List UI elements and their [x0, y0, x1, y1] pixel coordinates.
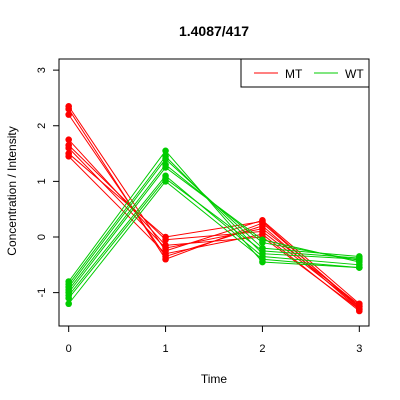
data-point-wt	[162, 178, 169, 185]
plot-frame	[58, 58, 370, 327]
x-tick-label: 1	[163, 343, 169, 355]
data-point-mt	[162, 244, 169, 252]
legend-label-mt: MT	[285, 67, 303, 81]
series-line-wt	[68, 155, 360, 285]
data-point-mt	[162, 233, 169, 241]
series-mt	[65, 153, 363, 315]
data-point-mt	[259, 218, 266, 225]
data-point-wt	[162, 147, 169, 155]
data-point-mt	[259, 225, 266, 232]
y-tick-label: -1	[36, 288, 48, 298]
data-point-wt	[259, 255, 266, 263]
data-point-mt	[356, 307, 363, 315]
x-tick-label: 0	[66, 343, 72, 355]
data-point-wt	[162, 155, 169, 163]
y-tick-label: 1	[36, 178, 48, 184]
y-axis-label: Concentration / Intensity	[5, 126, 19, 255]
y-tick-label: 3	[36, 67, 48, 73]
data-point-mt	[65, 111, 72, 118]
data-point-mt	[65, 105, 72, 113]
legend-label-wt: WT	[345, 67, 364, 81]
series-line-wt	[68, 180, 360, 305]
y-tick-label: 0	[36, 234, 48, 240]
x-tick-label: 2	[259, 343, 265, 355]
data-point-mt	[65, 136, 72, 143]
series-line-wt	[68, 149, 360, 282]
data-point-wt	[356, 254, 363, 262]
data-point-wt	[65, 294, 72, 302]
data-point-wt	[259, 247, 266, 255]
y-tick-label: 2	[36, 123, 48, 129]
series-layer	[65, 102, 363, 315]
x-axis-label: Time	[201, 372, 228, 386]
data-point-wt	[356, 264, 363, 271]
series-mt	[65, 144, 363, 309]
legend: MT WT	[240, 58, 370, 88]
data-point-mt	[162, 250, 169, 257]
data-point-wt	[65, 300, 72, 308]
data-point-mt	[259, 230, 266, 238]
series-line-wt	[68, 175, 360, 296]
data-point-wt	[162, 164, 169, 171]
chart-title: 1.4087/417	[179, 23, 249, 39]
data-point-mt	[65, 153, 72, 160]
series-line-wt	[68, 177, 360, 299]
x-tick-label: 3	[356, 343, 362, 355]
series-line-mt	[68, 144, 360, 307]
series-wt	[65, 178, 363, 308]
series-line-mt	[68, 147, 360, 306]
data-point-wt	[259, 236, 266, 244]
series-line-mt	[68, 155, 360, 312]
axes: 0 1 2 3 -1 0 1 2 3	[36, 58, 370, 355]
series-line-wt	[68, 166, 360, 293]
data-point-mt	[65, 144, 72, 152]
